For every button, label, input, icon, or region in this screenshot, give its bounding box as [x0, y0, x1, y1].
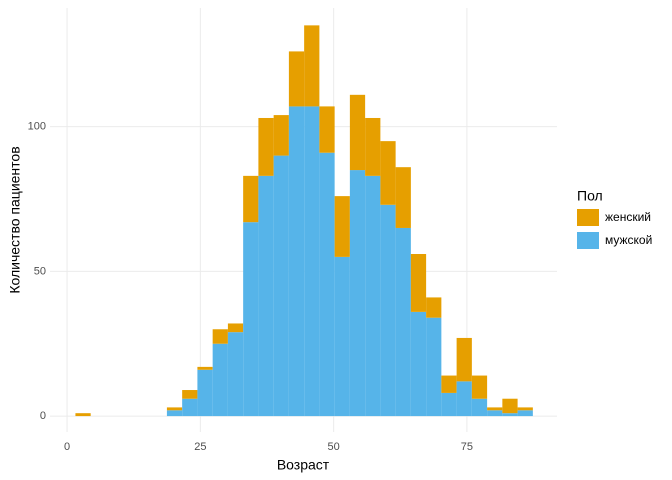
bar	[304, 25, 320, 107]
bar	[517, 410, 533, 417]
bar	[258, 175, 274, 417]
x-tick-label: 25	[194, 441, 206, 453]
legend-key	[577, 232, 599, 249]
bar	[319, 106, 335, 153]
bar	[456, 337, 472, 382]
bar	[410, 254, 427, 312]
legend-title: Пол	[577, 188, 603, 204]
bar	[471, 398, 488, 417]
bar	[502, 413, 518, 417]
bar	[273, 155, 289, 417]
bar	[380, 204, 396, 417]
bar	[426, 317, 442, 417]
bar	[380, 141, 396, 205]
bar	[365, 117, 381, 176]
bar	[334, 256, 350, 417]
bar	[243, 222, 259, 417]
bar	[288, 106, 305, 417]
bar	[441, 392, 457, 417]
bar	[410, 311, 427, 417]
bar	[502, 398, 518, 414]
bar	[471, 375, 488, 399]
bar	[487, 407, 503, 411]
legend-key	[577, 209, 599, 226]
bar	[258, 117, 274, 176]
bar	[212, 329, 228, 344]
bar	[426, 297, 442, 318]
bar	[334, 196, 350, 257]
legend-label: мужской	[605, 233, 652, 247]
bar	[487, 410, 503, 417]
bar	[197, 366, 213, 370]
bar	[288, 51, 305, 107]
bar	[349, 94, 366, 171]
bar	[273, 115, 289, 156]
bar	[166, 410, 183, 417]
bar	[456, 381, 472, 417]
bar	[319, 152, 335, 417]
bar	[517, 407, 533, 411]
bar	[197, 369, 213, 417]
bar	[243, 175, 259, 223]
bar	[182, 398, 198, 417]
y-tick-label: 50	[34, 265, 46, 277]
x-tick-label: 0	[64, 441, 70, 453]
bar	[212, 343, 228, 417]
bar	[365, 175, 381, 417]
x-tick-label: 50	[327, 441, 339, 453]
bar	[395, 227, 411, 417]
bar	[441, 375, 457, 393]
legend-label: женский	[605, 210, 651, 224]
x-axis-title: Возраст	[277, 457, 330, 473]
bar	[227, 332, 244, 417]
bar	[182, 390, 198, 399]
bar	[227, 323, 244, 333]
x-tick-label: 75	[461, 441, 473, 453]
bar	[166, 407, 183, 411]
bar	[75, 413, 91, 417]
bar	[304, 106, 320, 417]
y-axis-title: Количество пациентов	[7, 146, 23, 293]
y-tick-label: 100	[28, 121, 46, 133]
bar	[395, 167, 411, 228]
bar	[349, 170, 366, 417]
y-tick-label: 0	[40, 410, 46, 422]
